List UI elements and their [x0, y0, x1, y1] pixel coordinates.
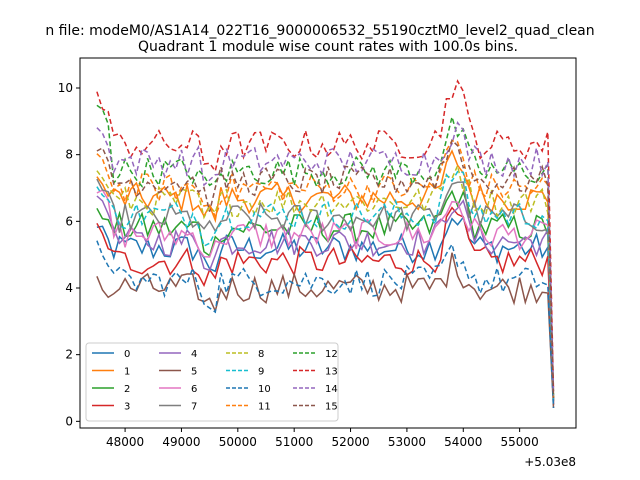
- y-tick-label: 2: [65, 348, 73, 362]
- legend-label-7: 7: [191, 402, 197, 413]
- x-tick-label: 55000: [501, 435, 539, 449]
- y-tick-label: 8: [65, 148, 73, 162]
- legend-label-9: 9: [258, 367, 264, 378]
- legend-label-12: 12: [325, 349, 338, 360]
- x-tick-label: 51000: [275, 435, 313, 449]
- series-line-13: [96, 79, 555, 392]
- series-line-6: [96, 188, 555, 402]
- legend-label-10: 10: [258, 384, 271, 395]
- legend-label-3: 3: [124, 402, 130, 413]
- y-axis: 0 2 4 6 8 10: [58, 81, 80, 428]
- x-tick-label: 49000: [162, 435, 200, 449]
- chart-title: Quadrant 1 module wise count rates with …: [138, 39, 518, 55]
- figure-suptitle: n file: modeM0/AS1A14_022T16_9000006532_…: [45, 23, 594, 39]
- x-tick-label: 53000: [388, 435, 426, 449]
- legend-label-4: 4: [191, 349, 197, 360]
- legend-label-13: 13: [325, 367, 338, 378]
- series-line-8: [96, 163, 555, 399]
- x-tick-label: 48000: [106, 435, 144, 449]
- y-tick-label: 4: [65, 281, 73, 295]
- x-tick-label: 50000: [219, 435, 257, 449]
- series-line-2: [96, 189, 555, 402]
- series-line-11: [96, 139, 555, 399]
- x-tick-label: 52000: [331, 435, 369, 449]
- legend-box: [85, 342, 339, 422]
- series-line-0: [96, 215, 555, 405]
- axes-frame: [79, 57, 577, 429]
- y-tick-label: 6: [65, 214, 73, 228]
- legend-label-11: 11: [258, 402, 271, 413]
- legend-label-6: 6: [191, 384, 197, 395]
- legend-label-15: 15: [325, 402, 338, 413]
- y-tick-label: 10: [58, 81, 73, 95]
- legend-label-14: 14: [325, 384, 338, 395]
- series-line-10: [96, 240, 555, 409]
- y-tick-label: 0: [65, 414, 73, 428]
- legend-label-8: 8: [258, 349, 264, 360]
- legend-label-5: 5: [191, 367, 197, 378]
- legend-label-2: 2: [124, 384, 130, 395]
- legend-label-0: 0: [124, 349, 130, 360]
- series-line-3: [96, 206, 555, 405]
- x-tick-label: 54000: [444, 435, 482, 449]
- series-line-4: [96, 195, 555, 402]
- series-line-1: [96, 149, 555, 402]
- series-line-14: [96, 121, 555, 395]
- x-axis-offset-label: +5.03e8: [524, 455, 576, 469]
- legend-label-1: 1: [124, 367, 130, 378]
- series-line-7: [96, 178, 555, 402]
- plot-area: [96, 79, 555, 409]
- x-axis: 48000 49000 50000 51000 52000 53000 54000 55000: [106, 428, 539, 449]
- series-line-15: [96, 138, 555, 399]
